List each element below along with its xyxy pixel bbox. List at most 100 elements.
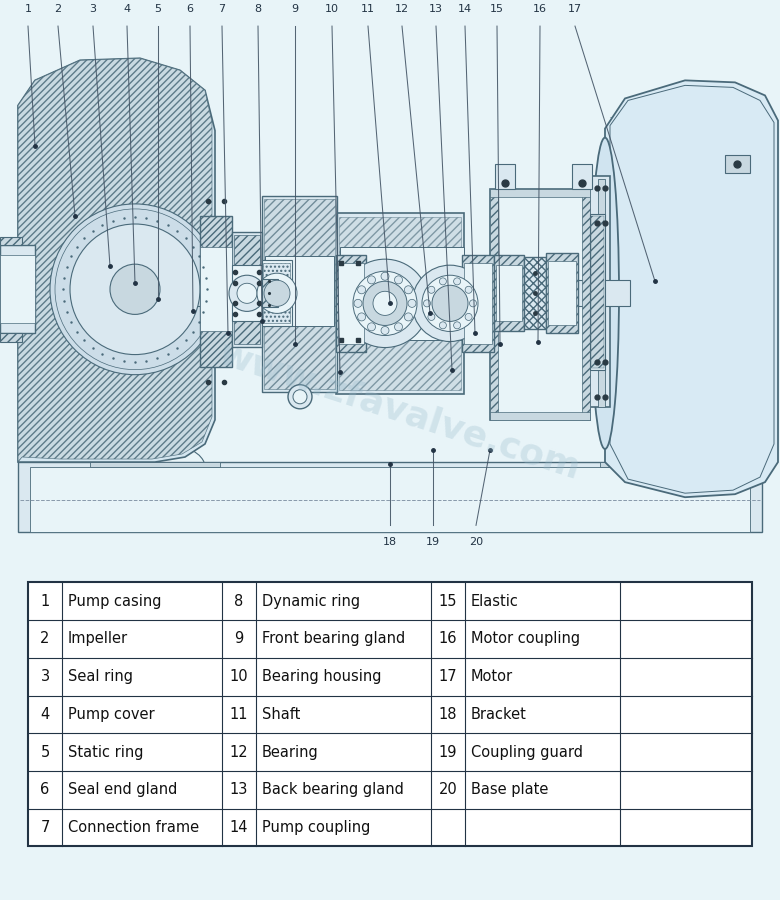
Bar <box>340 248 464 339</box>
Text: 1: 1 <box>24 4 31 14</box>
Text: 8: 8 <box>234 594 243 608</box>
Circle shape <box>357 313 366 321</box>
Text: 11: 11 <box>230 706 248 722</box>
Bar <box>546 253 578 334</box>
Text: 2: 2 <box>41 632 50 646</box>
Text: 15: 15 <box>490 4 504 14</box>
Text: Back bearing gland: Back bearing gland <box>262 782 404 797</box>
Text: 9: 9 <box>234 632 243 646</box>
Bar <box>0 245 35 334</box>
Circle shape <box>404 313 413 321</box>
Circle shape <box>341 259 429 347</box>
Text: Bearing: Bearing <box>262 744 319 760</box>
Text: 18: 18 <box>383 537 397 547</box>
Circle shape <box>454 278 461 285</box>
Text: 8: 8 <box>254 4 261 14</box>
Circle shape <box>353 271 417 336</box>
Bar <box>170 280 630 306</box>
Text: Base plate: Base plate <box>471 782 548 797</box>
Bar <box>490 412 590 420</box>
Circle shape <box>465 286 472 293</box>
Circle shape <box>237 284 257 303</box>
Circle shape <box>428 286 435 293</box>
Circle shape <box>424 300 431 307</box>
Bar <box>490 189 590 420</box>
Bar <box>263 263 290 323</box>
Bar <box>494 255 524 331</box>
Text: 1: 1 <box>41 594 50 608</box>
Bar <box>490 189 498 420</box>
Polygon shape <box>598 179 605 407</box>
Text: 7: 7 <box>218 4 225 14</box>
Text: 17: 17 <box>438 670 457 684</box>
Text: Seal ring: Seal ring <box>68 670 133 684</box>
Bar <box>262 279 278 308</box>
Bar <box>462 255 494 352</box>
Text: 18: 18 <box>438 706 457 722</box>
Text: 10: 10 <box>325 4 339 14</box>
Text: Coupling guard: Coupling guard <box>471 744 583 760</box>
Bar <box>490 189 590 197</box>
Circle shape <box>373 292 397 315</box>
Text: 7: 7 <box>41 820 50 835</box>
Polygon shape <box>30 467 750 533</box>
Circle shape <box>110 265 160 314</box>
Circle shape <box>70 224 200 355</box>
Bar <box>200 216 232 366</box>
Circle shape <box>381 327 389 335</box>
Bar <box>339 217 461 390</box>
Circle shape <box>354 300 362 308</box>
Text: Pump cover: Pump cover <box>68 706 154 722</box>
Circle shape <box>454 322 461 328</box>
Circle shape <box>395 323 402 331</box>
Bar <box>725 155 750 173</box>
Bar <box>572 164 592 189</box>
Polygon shape <box>0 334 22 341</box>
Bar <box>262 260 292 327</box>
Text: Bracket: Bracket <box>471 706 526 722</box>
Text: 19: 19 <box>426 537 440 547</box>
Bar <box>495 164 515 189</box>
Text: Bearing housing: Bearing housing <box>262 670 381 684</box>
Text: Impeller: Impeller <box>68 632 128 646</box>
Bar <box>336 255 366 352</box>
Text: 14: 14 <box>458 4 472 14</box>
Text: 2: 2 <box>55 4 62 14</box>
Circle shape <box>439 278 446 285</box>
Bar <box>591 216 604 367</box>
Text: 20: 20 <box>438 782 457 797</box>
Text: 14: 14 <box>230 820 248 835</box>
Text: 3: 3 <box>41 670 50 684</box>
Text: 13: 13 <box>230 782 248 797</box>
Text: Pump coupling: Pump coupling <box>262 820 370 835</box>
Text: 16: 16 <box>438 632 457 646</box>
Polygon shape <box>18 58 212 462</box>
Text: Seal end gland: Seal end gland <box>68 782 177 797</box>
Text: 20: 20 <box>469 537 483 547</box>
Text: 12: 12 <box>395 4 409 14</box>
Text: 6: 6 <box>41 782 50 797</box>
Text: 3: 3 <box>90 4 97 14</box>
Circle shape <box>357 286 366 293</box>
Circle shape <box>412 266 488 341</box>
Bar <box>338 263 364 344</box>
Circle shape <box>408 300 416 308</box>
Circle shape <box>264 280 290 306</box>
Text: Static ring: Static ring <box>68 744 144 760</box>
Text: Shaft: Shaft <box>262 706 300 722</box>
Text: 11: 11 <box>361 4 375 14</box>
Ellipse shape <box>591 138 619 449</box>
Circle shape <box>293 390 307 404</box>
Circle shape <box>428 313 435 320</box>
Bar <box>264 199 335 389</box>
Text: 4: 4 <box>123 4 130 14</box>
Text: www.zfavalve.com: www.zfavalve.com <box>215 338 585 486</box>
Text: 6: 6 <box>186 4 193 14</box>
Bar <box>200 248 232 331</box>
Text: Pump casing: Pump casing <box>68 594 161 608</box>
Bar <box>234 235 260 344</box>
Bar <box>0 255 35 323</box>
Bar <box>262 196 337 392</box>
Bar <box>336 213 464 394</box>
Polygon shape <box>605 80 778 497</box>
